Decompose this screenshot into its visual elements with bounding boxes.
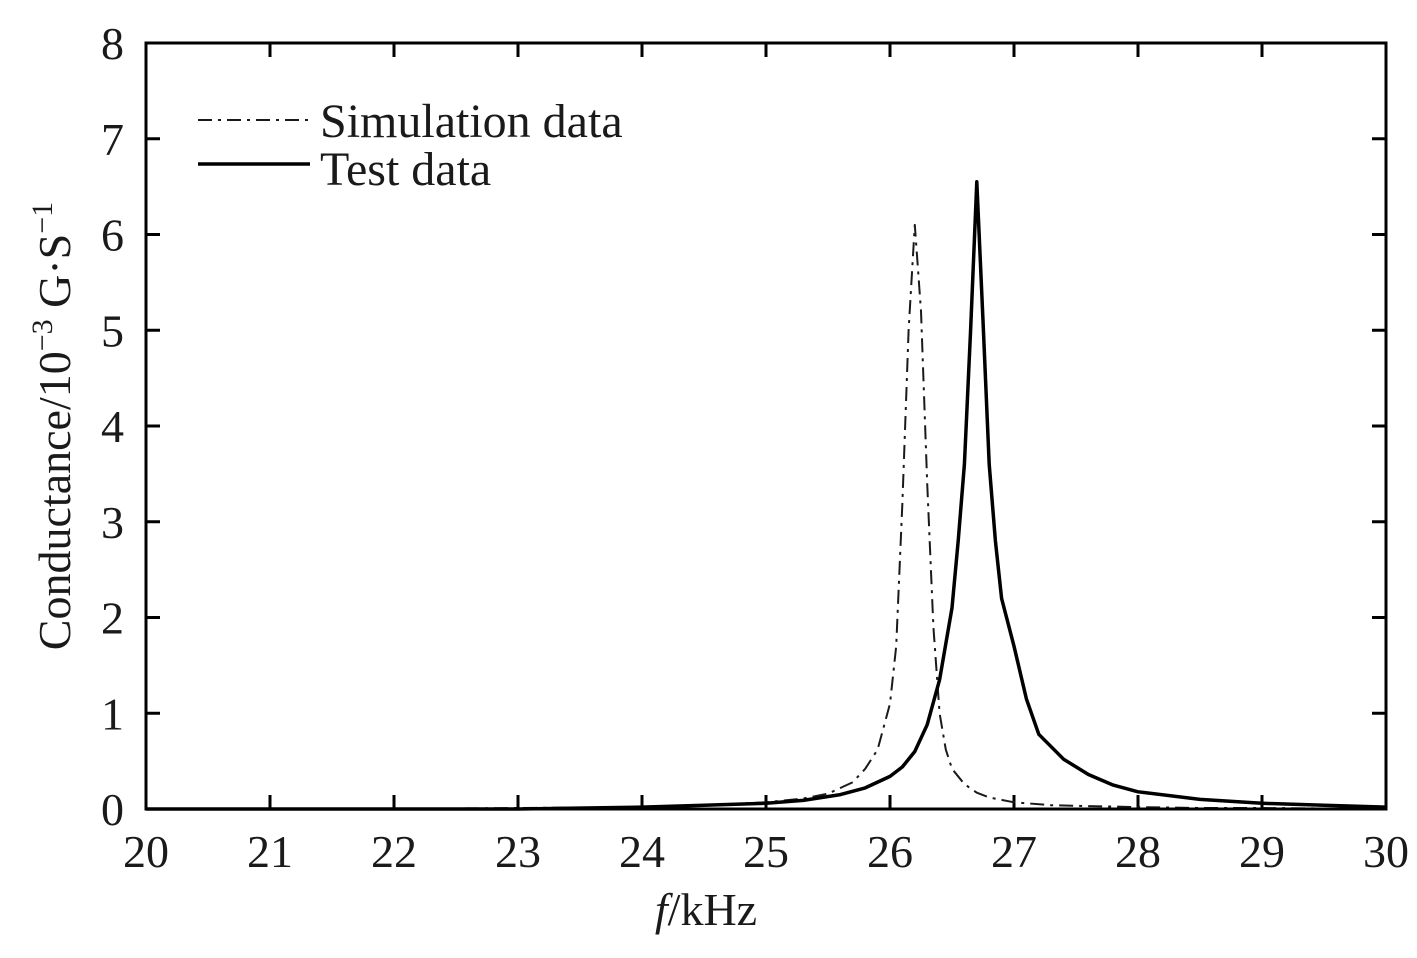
y-tick-label: 3 <box>101 497 124 548</box>
series-line-simulation <box>146 223 1387 810</box>
y-tick-label: 8 <box>101 18 124 69</box>
y-tick-label: 7 <box>101 114 124 165</box>
x-tick-label: 29 <box>1239 826 1285 877</box>
plot-frame <box>144 41 1388 811</box>
legend-label-test: Test data <box>320 143 491 196</box>
x-tick-label: 22 <box>371 826 417 877</box>
x-tick-label: 25 <box>743 826 789 877</box>
legend: Simulation data Test data <box>198 95 623 196</box>
y-axis-label: Conductance/10−3 G·S−1 <box>26 202 80 650</box>
x-tick-label: 23 <box>495 826 541 877</box>
y-tick-label: 1 <box>101 688 124 739</box>
x-tick-label: 21 <box>247 826 293 877</box>
y-tick-label: 0 <box>101 784 124 835</box>
y-tick-label: 2 <box>101 593 124 644</box>
x-tick-label: 26 <box>867 826 913 877</box>
x-tick-label: 24 <box>619 826 665 877</box>
x-tick-label: 20 <box>123 826 169 877</box>
x-tick-labels: 20 21 22 23 24 25 26 27 28 29 30 <box>123 826 1409 877</box>
y-tick-label: 4 <box>101 401 124 452</box>
x-tick-label: 30 <box>1363 826 1409 877</box>
y-tick-label: 5 <box>101 305 124 356</box>
series-layer <box>146 180 1387 811</box>
legend-label-simulation: Simulation data <box>320 95 623 148</box>
x-axis-label: f/kHz <box>655 884 757 935</box>
y-tick-labels: 0 1 2 3 4 5 6 7 8 <box>101 18 124 835</box>
x-tick-label: 27 <box>991 826 1037 877</box>
y-tick-label: 6 <box>101 210 124 261</box>
series-line-test <box>146 180 1387 811</box>
x-tick-label: 28 <box>1115 826 1161 877</box>
